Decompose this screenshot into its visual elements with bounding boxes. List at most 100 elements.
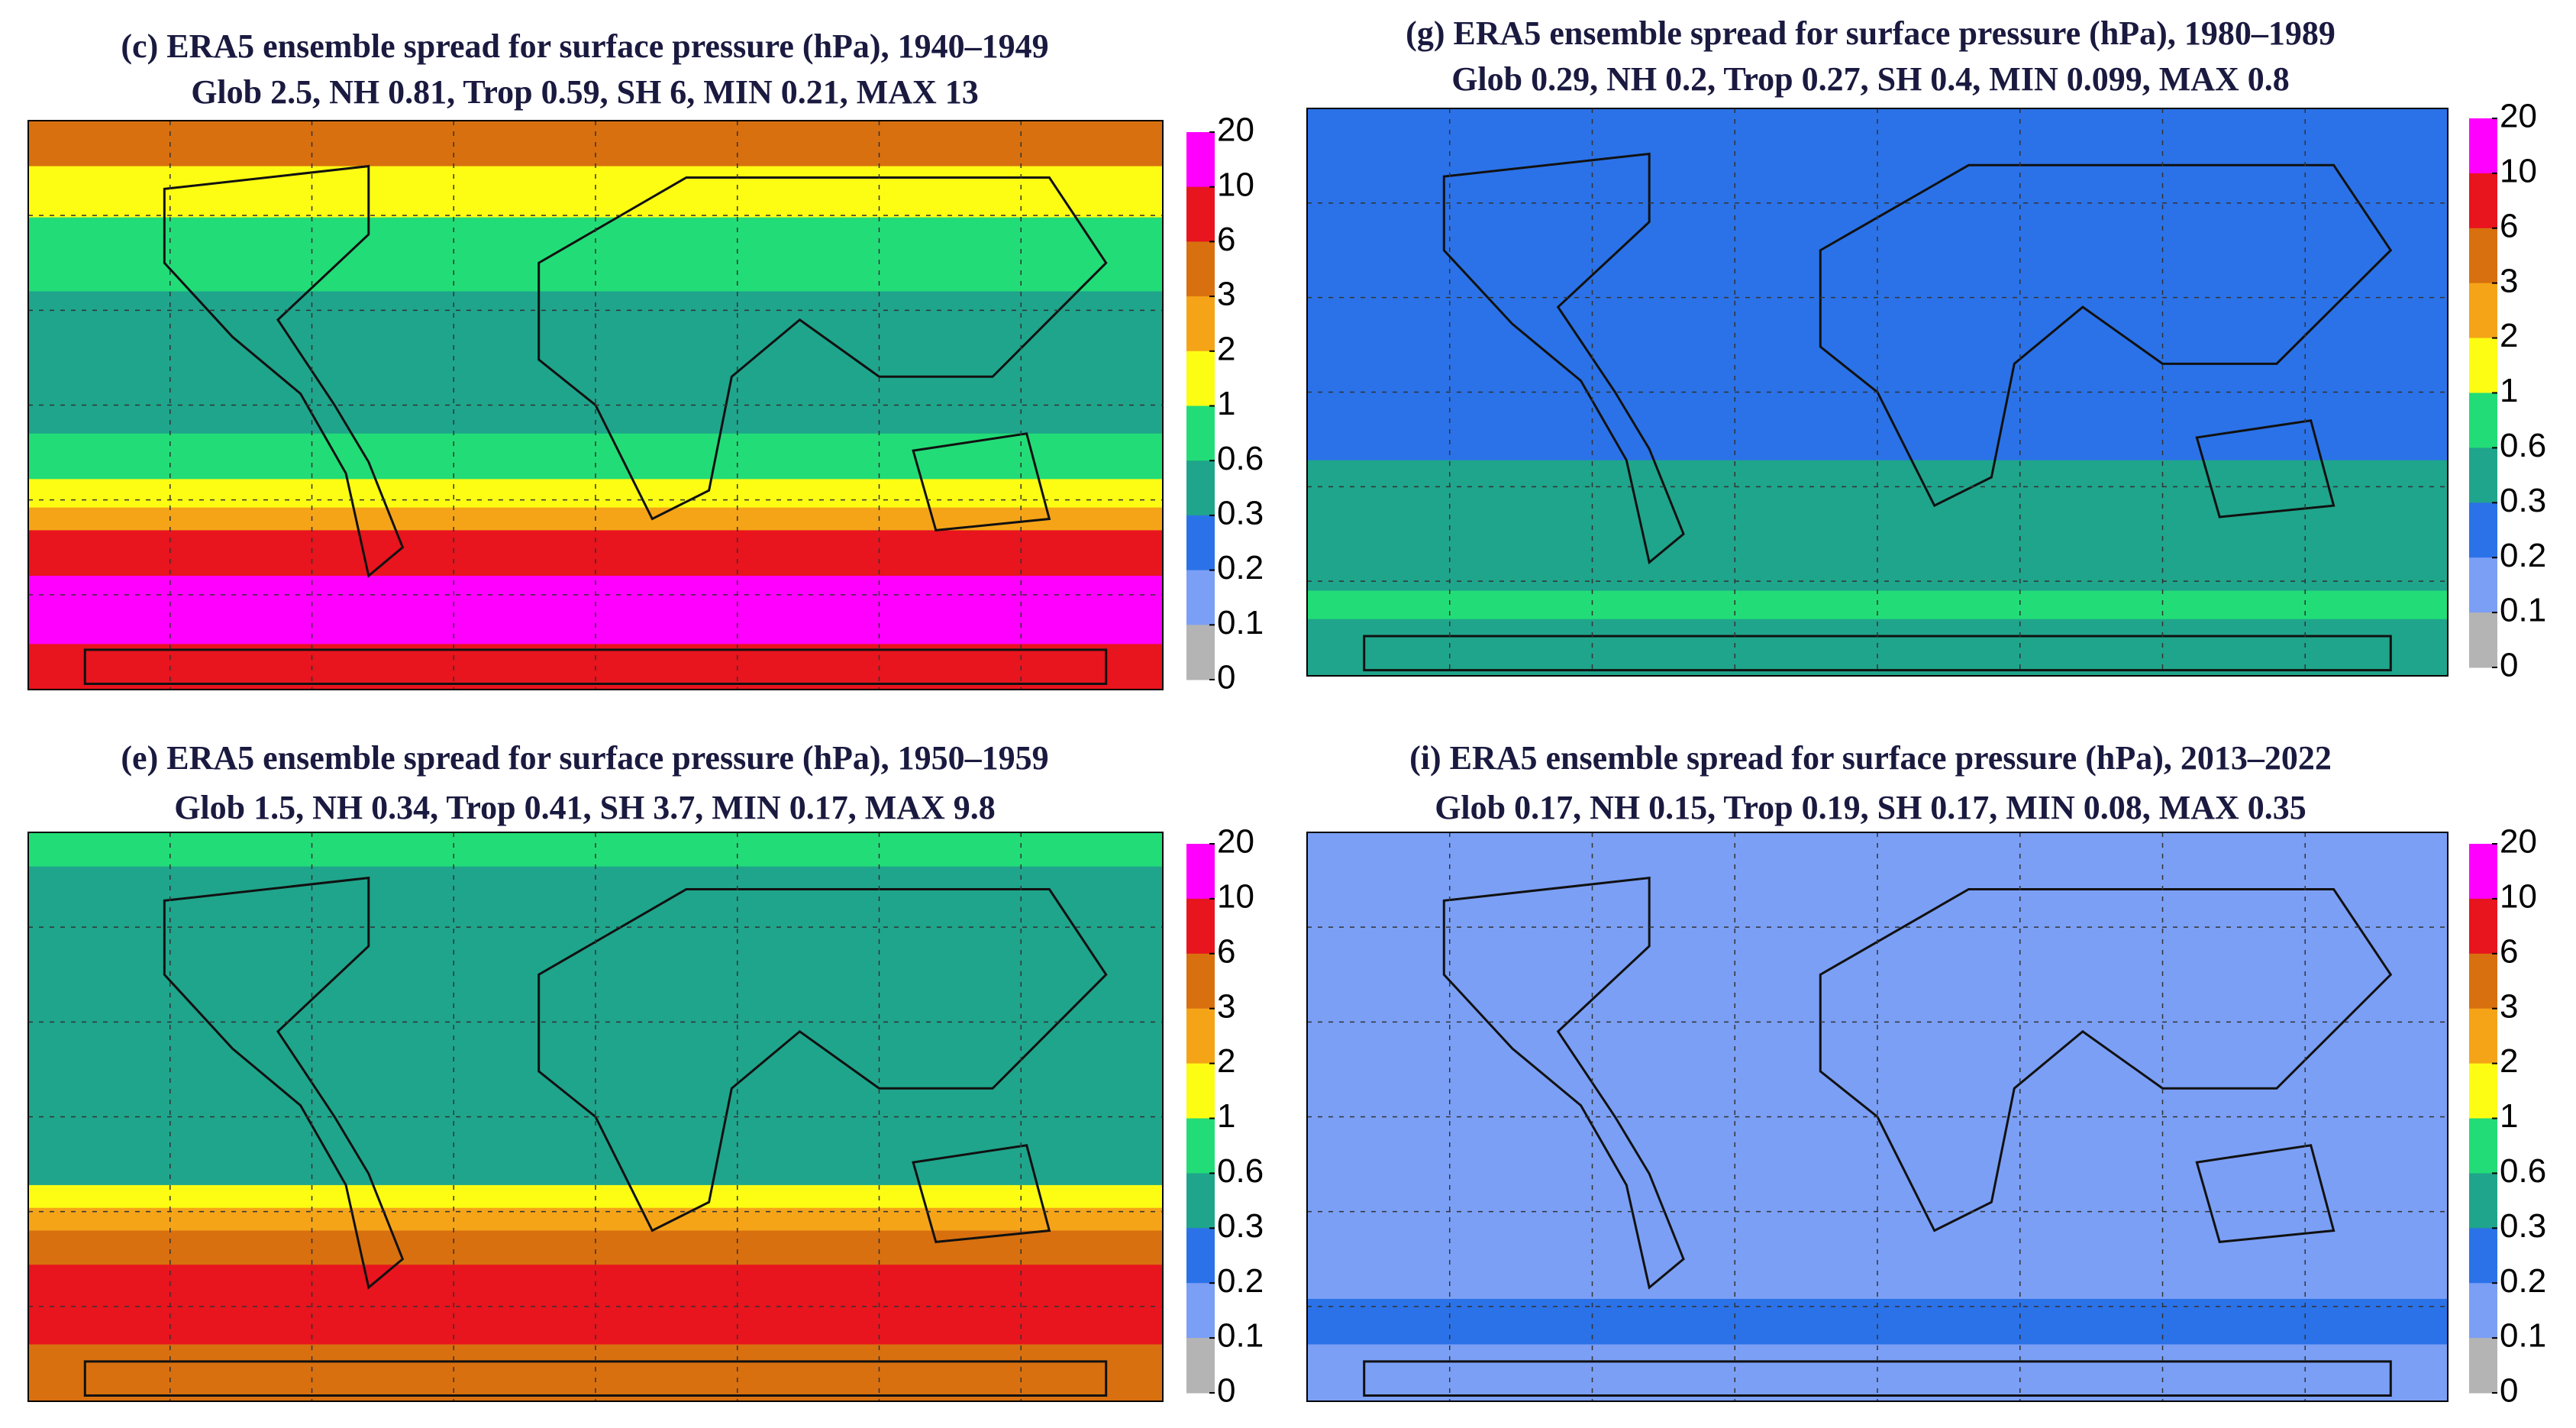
colorbar-label: 2 (1217, 1042, 1235, 1080)
colorbar-segment (1186, 460, 1215, 516)
colorbar-segment (1186, 1228, 1215, 1284)
colorbar-label: 1 (1217, 385, 1235, 422)
colorbar-label: 10 (1217, 166, 1254, 203)
map-field-band (28, 1230, 1163, 1265)
colorbar-segment (1186, 898, 1215, 955)
colorbar-segment (2469, 1063, 2497, 1119)
map-field-band (28, 479, 1163, 509)
colorbar-label: 3 (2500, 262, 2518, 299)
coastline (912, 1144, 1051, 1244)
colorbar-label: 0.6 (1217, 1152, 1264, 1190)
colorbar-segment (1186, 296, 1215, 352)
map-panel: (c) ERA5 ensemble spread for surface pre… (27, 27, 1264, 696)
colorbar-segment (2469, 1228, 2497, 1284)
map-panel: (g) ERA5 ensemble spread for surface pre… (1306, 15, 2546, 684)
colorbar-label: 20 (2500, 823, 2537, 861)
panel-subtitle: Glob 1.5, NH 0.34, Trop 0.41, SH 3.7, MI… (174, 789, 996, 826)
coastline (1442, 876, 1685, 1290)
colorbar-label: 6 (2500, 932, 2518, 970)
colorbar-label: 0 (2500, 1372, 2518, 1410)
colorbar-label: 6 (1217, 221, 1235, 258)
colorbar-label: 0 (1217, 659, 1235, 696)
colorbar-segment (2469, 173, 2497, 229)
colorbar-segment (1186, 1338, 1215, 1394)
panel-title: (g) ERA5 ensemble spread for surface pre… (1406, 15, 2336, 52)
colorbar: 20 10 6 3 2 1 0.6 0.3 0.2 0.1 0 (2469, 823, 2546, 1410)
map-field-band (1307, 1344, 2448, 1402)
map-frame (27, 832, 1164, 1402)
colorbar-label: 0.3 (1217, 1207, 1264, 1245)
colorbar-label: 20 (2500, 98, 2537, 135)
colorbar-label: 2 (1217, 330, 1235, 367)
colorbar-label: 0.3 (2500, 482, 2546, 519)
coastline (83, 1360, 1108, 1397)
colorbar-label: 0.1 (2500, 592, 2546, 629)
colorbar-segment (1186, 953, 1215, 1010)
colorbar-label: 10 (2500, 153, 2537, 190)
colorbar-segment (1186, 1063, 1215, 1119)
colorbar-segment (1186, 1118, 1215, 1174)
colorbar-label: 1 (2500, 1097, 2518, 1135)
colorbar-segment (2469, 1338, 2497, 1394)
panel-title: (i) ERA5 ensemble spread for surface pre… (1409, 739, 2332, 777)
coastline (163, 164, 405, 578)
colorbar-segment (2469, 1283, 2497, 1339)
colorbar-segment (2469, 338, 2497, 393)
colorbar-segment (1186, 844, 1215, 900)
colorbar-segment (2469, 898, 2497, 955)
colorbar-label: 20 (1217, 111, 1254, 149)
colorbar-segment (2469, 228, 2497, 284)
colorbar-segment (2469, 1173, 2497, 1229)
panel-subtitle: Glob 2.5, NH 0.81, Trop 0.59, SH 6, MIN … (191, 73, 979, 111)
colorbar: 20 10 6 3 2 1 0.6 0.3 0.2 0.1 0 (2469, 98, 2546, 684)
panel-title: (e) ERA5 ensemble spread for surface pre… (121, 739, 1048, 777)
colorbar-label: 0.1 (1217, 604, 1264, 641)
colorbar-segment (2469, 447, 2497, 503)
coastline (912, 432, 1051, 532)
colorbar-label: 0.6 (2500, 1152, 2546, 1190)
colorbar-label: 0.2 (1217, 1262, 1264, 1300)
colorbar-label: 0.1 (1217, 1317, 1264, 1355)
colorbar-label: 0.6 (2500, 427, 2546, 464)
colorbar-label: 3 (1217, 987, 1235, 1025)
colorbar-label: 0.2 (2500, 537, 2546, 574)
colorbar-label: 2 (2500, 317, 2518, 354)
colorbar-segment (1186, 1008, 1215, 1065)
colorbar-segment (2469, 283, 2497, 339)
colorbar-segment (1186, 625, 1215, 680)
panel-subtitle: Glob 0.29, NH 0.2, Trop 0.27, SH 0.4, MI… (1451, 60, 2290, 98)
colorbar-label: 0.3 (2500, 1207, 2546, 1245)
colorbar-label: 0.6 (1217, 440, 1264, 477)
map-panel: (e) ERA5 ensemble spread for surface pre… (27, 739, 1264, 1410)
colorbar-label: 3 (2500, 987, 2518, 1025)
colorbar-label: 0 (2500, 647, 2518, 684)
map-field-band (28, 576, 1163, 645)
colorbar-label: 10 (2500, 878, 2537, 916)
map-frame (1306, 108, 2448, 677)
panel-title: (c) ERA5 ensemble spread for surface pre… (121, 27, 1048, 65)
colorbar-segment (1186, 1283, 1215, 1339)
colorbar-segment (2469, 1118, 2497, 1174)
colorbar-label: 1 (1217, 1097, 1235, 1135)
coastline (2195, 1144, 2336, 1244)
map-field-band (28, 530, 1163, 577)
colorbar-segment (1186, 351, 1215, 406)
colorbar-label: 10 (1217, 878, 1254, 916)
map-field-band (1307, 108, 2448, 461)
colorbar-segment (2469, 502, 2497, 558)
colorbar-segment (1186, 186, 1215, 242)
colorbar: 20 10 6 3 2 1 0.6 0.3 0.2 0.1 0 (1186, 111, 1264, 696)
map-panel: (i) ERA5 ensemble spread for surface pre… (1306, 739, 2546, 1410)
coastline (1442, 152, 1685, 565)
colorbar-segment (2469, 953, 2497, 1010)
coastline (2195, 418, 2336, 519)
colorbar-segment (1186, 570, 1215, 625)
colorbar-label: 0.3 (1217, 495, 1264, 532)
colorbar-label: 2 (2500, 1042, 2518, 1080)
colorbar-label: 0.1 (2500, 1317, 2546, 1355)
colorbar-segment (1186, 515, 1215, 571)
colorbar-segment (1186, 241, 1215, 297)
map-frame (1306, 832, 2448, 1402)
coastline (83, 648, 1108, 686)
